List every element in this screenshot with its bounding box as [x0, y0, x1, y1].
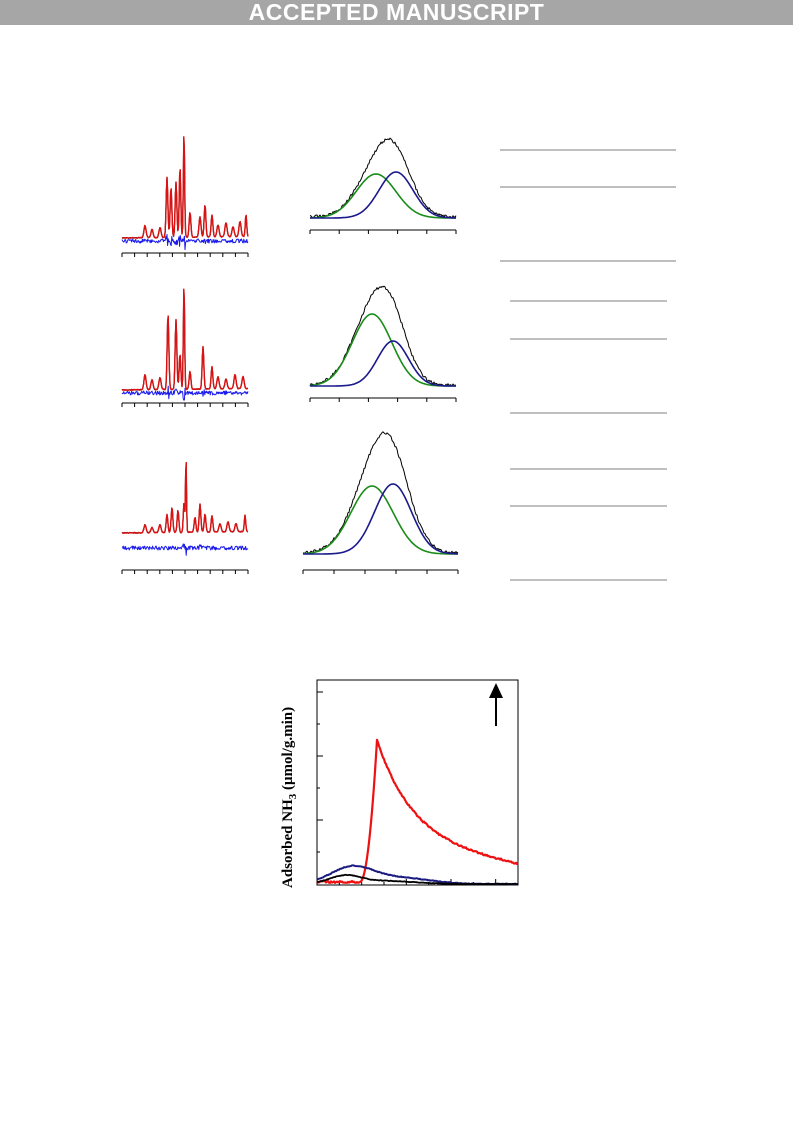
xrd-difference-curve-1 [121, 233, 249, 251]
nh3-plot-frame [316, 679, 519, 886]
fit-envelope-curve-2 [309, 285, 457, 387]
fit-envelope-curve-1 [309, 137, 457, 219]
ylabel-main: Adsorbed NH [280, 799, 296, 888]
banner-text: ACCEPTED MANUSCRIPT [248, 0, 545, 25]
nh3-red-curve [316, 738, 519, 884]
fit-green-component-1 [310, 173, 456, 219]
nh3-black-curve [316, 873, 519, 886]
xrd-difference-curve-2 [121, 385, 249, 401]
fit-green-component-2 [309, 313, 456, 387]
xrd-calculated-curve-3 [121, 461, 249, 534]
nh3-arrow-head [489, 683, 503, 698]
ylabel-subscript: 3 [287, 793, 299, 800]
xrd-calculated-curve-2 [121, 288, 249, 392]
xrd-difference-curve-3 [121, 543, 249, 556]
fit-navy-component-2 [310, 340, 456, 387]
nh3-y-axis-label: Adsorbed NH3 (μmol/g.min) [280, 707, 299, 888]
accepted-manuscript-banner: ACCEPTED MANUSCRIPT [0, 0, 793, 25]
fit-green-component-3 [302, 485, 458, 555]
fit-envelope-curve-3 [302, 431, 459, 555]
xrd-calculated-curve-1 [121, 136, 249, 239]
fit-navy-component-3 [303, 483, 459, 555]
ylabel-units: (μmol/g.min) [280, 706, 296, 794]
fit-navy-component-1 [310, 171, 456, 219]
